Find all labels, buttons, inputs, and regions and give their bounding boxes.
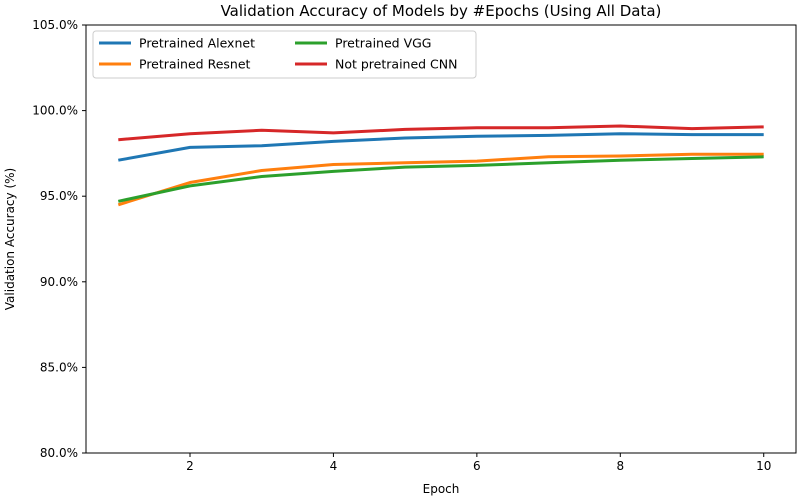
legend: Pretrained Alexnet Pretrained Resnet Pretr… [92,30,477,79]
series-line-pretrained-resnet [117,152,764,207]
y-tick-label: 85.0% [40,360,78,374]
series-lines [117,124,764,207]
y-axis: 80.0% 85.0% 90.0% 95.0% 100.0% 105.0% [32,18,86,460]
legend-label: Pretrained VGG [335,36,432,51]
x-tick-label: 8 [616,459,624,473]
series-line-pretrained-vgg [117,155,764,203]
y-axis-label: Validation Accuracy (%) [3,168,17,310]
y-tick-label: 90.0% [40,275,78,289]
x-axis-label: Epoch [423,482,460,496]
chart-title: Validation Accuracy of Models by #Epochs… [221,2,662,20]
x-tick-label: 6 [473,459,481,473]
x-tick-label: 10 [756,459,771,473]
plot-frame [85,24,797,454]
series-line-pretrained-alexnet [118,132,764,162]
y-tick-label: 80.0% [40,446,78,460]
y-tick-label: 100.0% [32,104,78,118]
y-tick-label: 105.0% [32,18,78,32]
legend-label: Pretrained Resnet [139,57,251,72]
legend-label: Pretrained Alexnet [139,36,255,51]
x-tick-label: 4 [330,459,338,473]
legend-box [92,30,477,79]
y-tick-label: 95.0% [40,189,78,203]
series-line-not-pretrained-cnn [118,124,764,142]
legend-label: Not pretrained CNN [335,57,458,72]
x-tick-label: 2 [186,459,194,473]
x-axis: 2 4 6 8 10 [186,453,771,473]
